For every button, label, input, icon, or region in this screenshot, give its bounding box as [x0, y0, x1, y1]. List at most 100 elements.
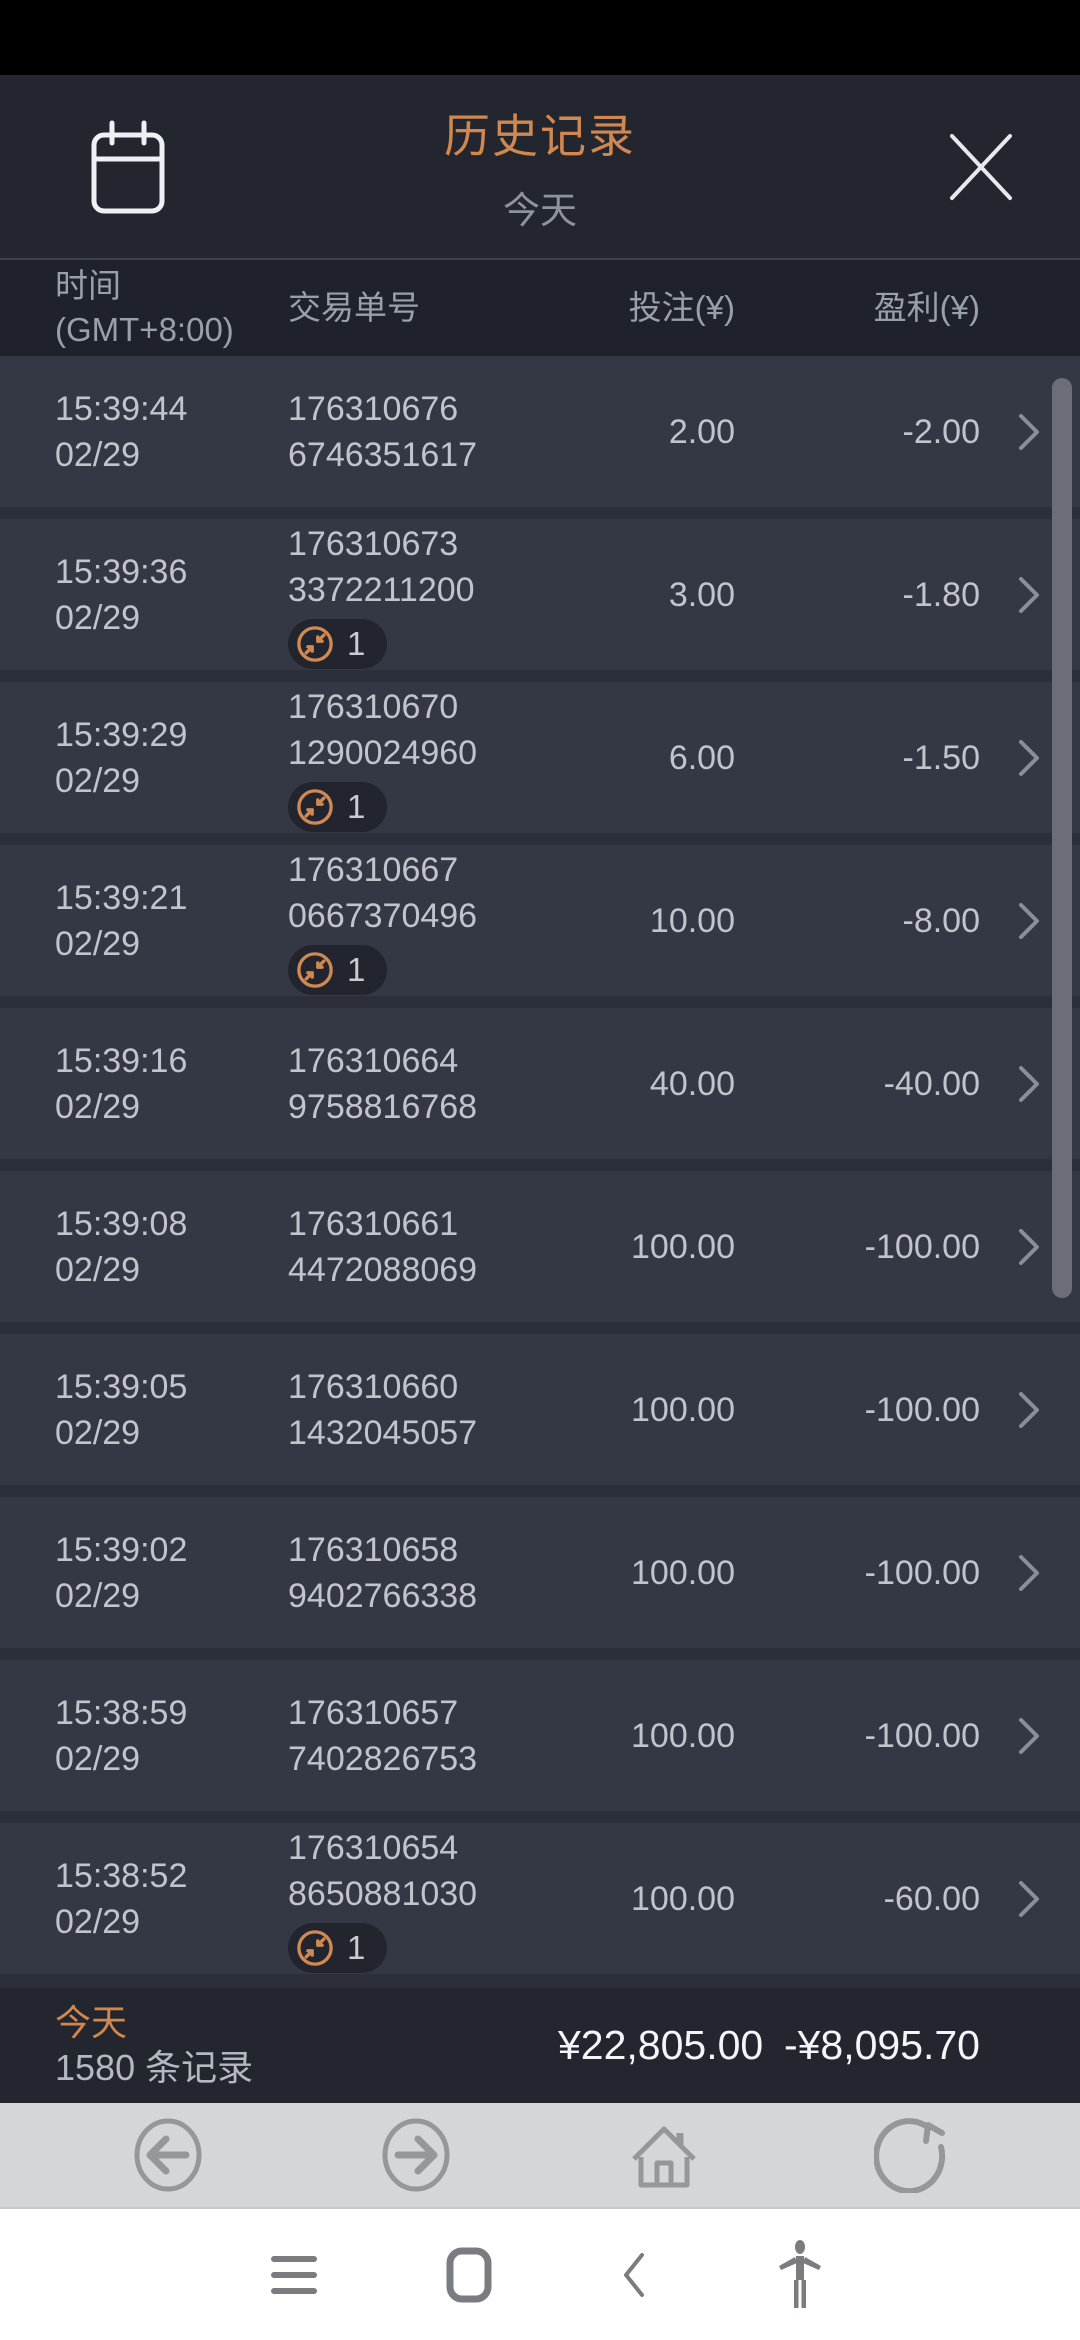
- row-time: 15:39:02 02/29: [55, 1530, 188, 1615]
- back-button[interactable]: [130, 2117, 206, 2193]
- close-icon: [948, 132, 1014, 202]
- history-list: 15:39:44 02/29 176310676 6746351617 2.00…: [0, 356, 1080, 1988]
- home-icon: [626, 2117, 702, 2193]
- row-time: 15:39:44 02/29: [55, 389, 188, 474]
- menu-icon: [270, 2253, 318, 2297]
- row-bet: 100.00: [631, 1227, 735, 1266]
- chevron-right-icon: [980, 410, 1080, 454]
- recents-button[interactable]: [270, 2253, 318, 2297]
- row-order-number: 176310673 3372211200 1: [288, 521, 558, 669]
- refresh-icon: [874, 2117, 950, 2193]
- row-profit: -60.00: [883, 1879, 980, 1918]
- summary-bet-total: ¥22,805.00: [558, 2022, 764, 2068]
- app-header: 历史记录 今天: [0, 75, 1080, 258]
- chevron-right-icon: [980, 899, 1080, 943]
- row-profit: -100.00: [864, 1227, 980, 1266]
- chevron-right-icon: [980, 736, 1080, 780]
- row-profit: -1.50: [902, 738, 981, 777]
- home-square-icon: [445, 2246, 493, 2304]
- row-order-number: 176310664 9758816768: [288, 1041, 478, 1126]
- scrollbar-thumb[interactable]: [1052, 378, 1072, 1298]
- row-profit: -100.00: [864, 1716, 980, 1755]
- row-bet: 10.00: [649, 901, 735, 940]
- row-profit: -1.80: [902, 575, 981, 614]
- column-header-time: 时间 (GMT+8:00): [55, 267, 234, 348]
- table-row[interactable]: 15:39:36 02/29 176310673 3372211200 1 3.…: [0, 519, 1080, 670]
- row-time: 15:39:29 02/29: [55, 715, 188, 800]
- row-bet: 6.00: [668, 738, 735, 777]
- trade-count-badge: 1: [288, 944, 388, 995]
- column-header-profit: 盈利(¥): [873, 289, 980, 326]
- summary-label: 今天: [55, 2001, 128, 2043]
- back-circle-icon: [130, 2117, 206, 2193]
- trade-count-badge: 1: [288, 618, 388, 669]
- row-order-number: 176310676 6746351617: [288, 389, 478, 474]
- row-bet: 100.00: [631, 1879, 735, 1918]
- forward-button[interactable]: [378, 2117, 454, 2193]
- chevron-right-icon: [980, 1388, 1080, 1432]
- accessibility-button[interactable]: [775, 2239, 825, 2310]
- chevron-right-icon: [980, 1551, 1080, 1595]
- row-profit: -100.00: [864, 1553, 980, 1592]
- table-row[interactable]: 15:39:44 02/29 176310676 6746351617 2.00…: [0, 356, 1080, 507]
- row-order-number: 176310660 1432045057: [288, 1367, 478, 1452]
- table-row[interactable]: 15:39:21 02/29 176310667 0667370496 1 10…: [0, 845, 1080, 996]
- home-nav-button[interactable]: [445, 2246, 493, 2304]
- table-row[interactable]: 15:38:52 02/29 176310654 8650881030 1 10…: [0, 1823, 1080, 1974]
- chevron-right-icon: [980, 1225, 1080, 1269]
- table-row[interactable]: 15:39:05 02/29 176310660 1432045057 100.…: [0, 1334, 1080, 1485]
- row-order-number: 176310670 1290024960 1: [288, 684, 558, 832]
- home-button[interactable]: [626, 2117, 702, 2193]
- browser-toolbar: [0, 2103, 1080, 2207]
- row-profit: -8.00: [902, 901, 981, 940]
- row-profit: -40.00: [883, 1064, 980, 1103]
- row-time: 15:39:16 02/29: [55, 1041, 188, 1126]
- forward-circle-icon: [378, 2117, 454, 2193]
- summary-bar: 今天 1580 条记录 ¥22,805.00 -¥8,095.70: [0, 1988, 1080, 2103]
- summary-record-count: 1580 条记录: [55, 2046, 254, 2088]
- table-row[interactable]: 15:39:08 02/29 176310661 4472088069 100.…: [0, 1171, 1080, 1322]
- row-bet: 100.00: [631, 1553, 735, 1592]
- row-time: 15:39:36 02/29: [55, 552, 188, 637]
- table-row[interactable]: 15:38:59 02/29 176310657 7402826753 100.…: [0, 1660, 1080, 1811]
- row-order-number: 176310661 4472088069: [288, 1204, 478, 1289]
- chevron-right-icon: [980, 1877, 1080, 1921]
- chevron-right-icon: [980, 573, 1080, 617]
- converge-arrows-icon: [295, 787, 335, 827]
- row-bet: 2.00: [668, 412, 735, 451]
- chevron-right-icon: [980, 1062, 1080, 1106]
- page-subtitle: 今天: [503, 189, 577, 231]
- row-bet: 3.00: [668, 575, 735, 614]
- calendar-icon: [88, 117, 168, 217]
- back-chevron-icon: [620, 2249, 648, 2301]
- trade-count-badge: 1: [288, 781, 388, 832]
- table-row[interactable]: 15:39:02 02/29 176310658 9402766338 100.…: [0, 1497, 1080, 1648]
- converge-arrows-icon: [295, 1928, 335, 1968]
- accessibility-icon: [775, 2239, 825, 2310]
- row-profit: -100.00: [864, 1390, 980, 1429]
- column-header-bet: 投注(¥): [628, 289, 735, 326]
- row-order-number: 176310654 8650881030 1: [288, 1825, 558, 1973]
- chevron-right-icon: [980, 1714, 1080, 1758]
- row-time: 15:39:21 02/29: [55, 878, 188, 963]
- column-header-order: 交易单号: [288, 289, 420, 326]
- back-nav-button[interactable]: [620, 2249, 648, 2301]
- row-time: 15:39:08 02/29: [55, 1204, 188, 1289]
- row-bet: 100.00: [631, 1390, 735, 1429]
- converge-arrows-icon: [295, 624, 335, 664]
- system-nav-bar: [0, 2207, 1080, 2340]
- header-divider: [0, 258, 1080, 260]
- close-button[interactable]: [948, 132, 1014, 202]
- row-order-number: 176310657 7402826753: [288, 1693, 478, 1778]
- row-bet: 100.00: [631, 1716, 735, 1755]
- table-row[interactable]: 15:39:29 02/29 176310670 1290024960 1 6.…: [0, 682, 1080, 833]
- summary-profit-total: -¥8,095.70: [783, 2022, 980, 2068]
- row-time: 15:39:05 02/29: [55, 1367, 188, 1452]
- table-row[interactable]: 15:39:16 02/29 176310664 9758816768 40.0…: [0, 1008, 1080, 1159]
- calendar-button[interactable]: [88, 117, 168, 217]
- converge-arrows-icon: [295, 950, 335, 990]
- page-title: 历史记录: [444, 109, 636, 162]
- refresh-button[interactable]: [874, 2117, 950, 2193]
- row-order-number: 176310667 0667370496 1: [288, 847, 558, 995]
- row-profit: -2.00: [902, 412, 981, 451]
